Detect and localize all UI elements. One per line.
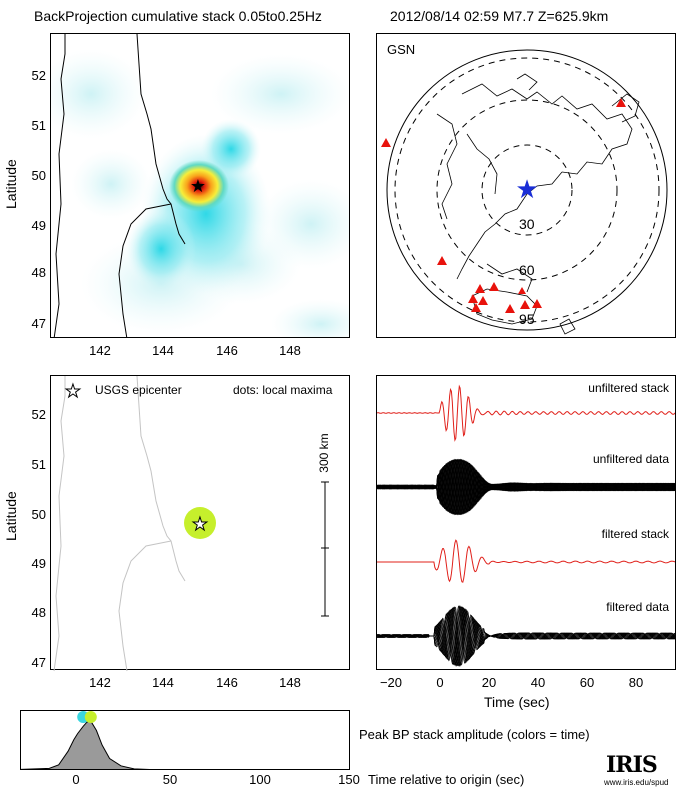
bottom-lat-tick: 49 bbox=[31, 556, 46, 571]
iris-logo-url: www.iris.edu/spud bbox=[604, 778, 669, 787]
bottom-lat-tick: 47 bbox=[31, 655, 46, 670]
station-triangle bbox=[616, 98, 626, 107]
trace-x-tick: 20 bbox=[481, 675, 497, 690]
amplitude-area bbox=[21, 720, 150, 769]
station-triangle bbox=[475, 284, 485, 293]
amplitude-xlabel: Time relative to origin (sec) bbox=[368, 772, 525, 787]
usgs-epicenter-star: ★ bbox=[192, 514, 208, 534]
distance-label-30: 30 bbox=[519, 216, 535, 232]
figure-title: BackProjection cumulative stack 0.05to0.… bbox=[34, 8, 322, 24]
distance-label-95: 95 bbox=[519, 311, 535, 327]
bottom-lat-tick: 50 bbox=[31, 507, 46, 522]
iris-logo: IRIS bbox=[606, 752, 658, 778]
amplitude-peak-dot bbox=[84, 711, 97, 723]
trace-x-tick: 40 bbox=[530, 675, 546, 690]
event-info: 2012/08/14 02:59 M7.7 Z=625.9km bbox=[390, 8, 609, 24]
station-triangle bbox=[532, 299, 542, 308]
top-lat-tick: 51 bbox=[31, 118, 46, 133]
station-triangle bbox=[505, 304, 515, 313]
top-lat-tick: 48 bbox=[31, 265, 46, 280]
bp-heatmap-panel: ★ bbox=[50, 33, 350, 338]
top-lon-tick: 148 bbox=[279, 343, 301, 358]
top-lon-tick: 144 bbox=[152, 343, 174, 358]
local-maximum-dot bbox=[184, 507, 216, 539]
distance-ring-30 bbox=[481, 144, 573, 236]
bottom-lat-tick: 52 bbox=[31, 407, 46, 422]
station-triangle bbox=[489, 282, 499, 291]
epicenter-star: ★ bbox=[190, 176, 206, 196]
station-triangle bbox=[468, 294, 478, 303]
station-triangle bbox=[381, 138, 391, 147]
amplitude-label: Peak BP stack amplitude (colors = time) bbox=[359, 727, 590, 742]
bp-heatmap-svg: ★ bbox=[51, 34, 349, 337]
station-triangle bbox=[437, 256, 447, 265]
bottom-lon-tick: 144 bbox=[152, 675, 174, 690]
station-triangle bbox=[471, 303, 481, 312]
top-lon-tick: 142 bbox=[89, 343, 111, 358]
scale-bar bbox=[321, 481, 329, 617]
coastline bbox=[53, 34, 186, 337]
trace-x-tick: 60 bbox=[579, 675, 595, 690]
station-triangle bbox=[478, 296, 488, 305]
bp-peak-hotspot bbox=[169, 160, 229, 212]
coastline-gray bbox=[53, 375, 186, 672]
globe-outline bbox=[386, 49, 668, 331]
trace-label-unfiltered-data: unfiltered data bbox=[592, 452, 669, 466]
bottom-lon-tick: 142 bbox=[89, 675, 111, 690]
bottom-lon-tick: 148 bbox=[279, 675, 301, 690]
filtered-data-trace bbox=[377, 605, 675, 665]
amplitude-panel bbox=[20, 710, 350, 770]
top-lat-tick: 47 bbox=[31, 316, 46, 331]
trace-x-tick: 80 bbox=[628, 675, 644, 690]
distance-ring-95 bbox=[394, 57, 660, 323]
local-maxima-panel: ★ ★ USGS epicenter dots: local maxima 30… bbox=[50, 375, 350, 672]
top-lat-tick: 52 bbox=[31, 68, 46, 83]
amp-x-tick: 100 bbox=[249, 772, 271, 787]
unfiltered-stack-trace bbox=[377, 384, 675, 442]
network-label: GSN bbox=[387, 42, 416, 57]
local-maxima-svg: ★ ★ bbox=[53, 375, 329, 672]
station-triangle bbox=[518, 287, 526, 294]
globe-svg: ★ bbox=[381, 49, 668, 335]
continent-outlines bbox=[436, 73, 640, 335]
traces-svg bbox=[377, 384, 675, 667]
amplitude-svg bbox=[21, 711, 150, 769]
trace-label-unfiltered-stack: unfiltered stack bbox=[588, 381, 669, 395]
distance-label-60: 60 bbox=[519, 262, 535, 278]
globe-epicenter-star: ★ bbox=[515, 174, 538, 204]
trace-xlabel: Time (sec) bbox=[484, 694, 550, 710]
legend-star-icon: ★ bbox=[65, 381, 81, 401]
station-triangle bbox=[520, 300, 530, 309]
trace-label-filtered-stack: filtered stack bbox=[601, 527, 669, 541]
top-lon-tick: 146 bbox=[216, 343, 238, 358]
trace-x-tick: −20 bbox=[379, 675, 403, 690]
top-lat-tick: 49 bbox=[31, 218, 46, 233]
amp-x-tick: 150 bbox=[338, 772, 360, 787]
station-globe-panel: GSN bbox=[376, 33, 676, 338]
trace-x-tick: 0 bbox=[436, 675, 444, 690]
bottom-lat-tick: 51 bbox=[31, 457, 46, 472]
trace-label-filtered-data: filtered data bbox=[606, 600, 669, 614]
bottom-lon-tick: 146 bbox=[216, 675, 238, 690]
top-lat-tick: 50 bbox=[31, 168, 46, 183]
legend-dots-label: dots: local maxima bbox=[233, 383, 333, 397]
legend-epicenter-label: USGS epicenter bbox=[95, 383, 182, 397]
filtered-stack-trace bbox=[377, 539, 675, 583]
traces-panel: unfiltered stack unfiltered data filtere… bbox=[376, 375, 676, 670]
amp-x-tick: 0 bbox=[72, 772, 80, 787]
top-map-ylabel: Latitude bbox=[3, 159, 19, 209]
distance-ring-60 bbox=[436, 99, 618, 281]
scale-bar-label: 300 km bbox=[317, 433, 331, 473]
amp-x-tick: 50 bbox=[162, 772, 178, 787]
bottom-lat-tick: 48 bbox=[31, 605, 46, 620]
station-markers bbox=[381, 98, 626, 313]
unfiltered-data-trace bbox=[377, 459, 675, 516]
